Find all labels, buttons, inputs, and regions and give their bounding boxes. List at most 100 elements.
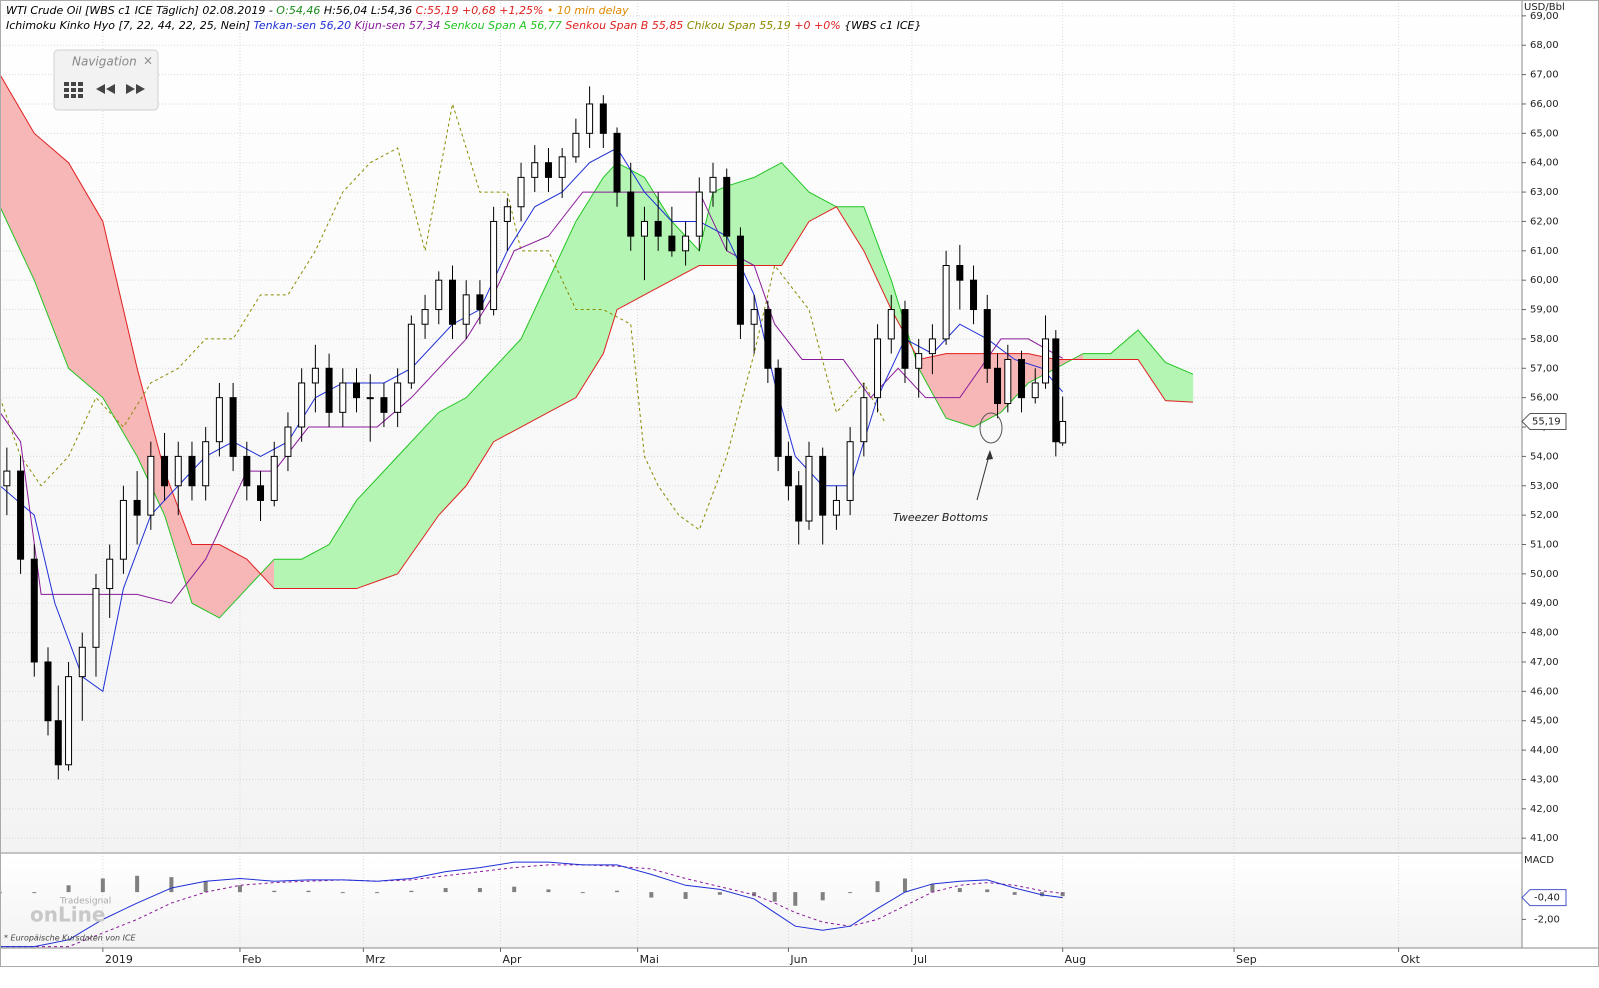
macd-histogram-bar: [772, 892, 777, 902]
navigation-widget: Navigation ×: [53, 49, 159, 111]
candle-body: [339, 382, 347, 413]
y-tick-label: 49,00: [1530, 598, 1559, 609]
x-tick-label: Apr: [502, 953, 522, 966]
layers: Tweezer Bottoms: [0, 0, 1522, 948]
candle-body: [476, 294, 484, 311]
nav-grid-button[interactable]: [64, 82, 83, 98]
plot-background: [0, 0, 1522, 852]
candle-body: [147, 455, 155, 516]
y-tick-label: 52,00: [1530, 510, 1559, 521]
y-tick-label: 59,00: [1530, 305, 1559, 316]
macd-histogram-bar: [443, 888, 448, 893]
macd-last-marker: [1521, 889, 1567, 907]
candle-body: [161, 455, 169, 487]
header-part: • 10 min delay: [547, 4, 629, 17]
macd-histogram-bar: [1040, 892, 1045, 897]
macd-histogram-bar: [340, 892, 345, 894]
header-part: C:55,19 +0,68 +1,25%: [416, 4, 547, 17]
annotation-arrow: [976, 451, 991, 501]
candle-body: [435, 279, 443, 311]
candle-body: [284, 426, 292, 457]
candle-body: [503, 206, 511, 222]
header-part: Chikou Span 55,19: [687, 19, 794, 32]
candle-body: [901, 309, 909, 369]
candle-body: [17, 470, 25, 560]
nav-close[interactable]: ×: [143, 54, 153, 68]
last-price-label: 55,19: [1532, 416, 1561, 427]
candle-body: [1018, 358, 1026, 399]
candle-body: [695, 191, 703, 237]
header-part: Senkou Span B 55,85: [565, 19, 687, 32]
x-tick-label: 2019: [105, 953, 133, 966]
y-tick-label: 61,00: [1530, 246, 1559, 257]
candle-body: [407, 323, 415, 384]
x-tick-label: Feb: [242, 953, 261, 966]
candle-body: [366, 397, 374, 400]
candle-body: [983, 309, 991, 369]
macd-histogram-bar: [169, 877, 174, 893]
watermark: onLine: [30, 903, 105, 927]
candle-body: [668, 235, 676, 252]
macd-histogram-bar: [717, 892, 722, 895]
y-tick-label: 62,00: [1530, 216, 1559, 227]
candle-body: [30, 558, 38, 663]
cloud-fill: [273, 558, 302, 589]
y-tick-label: 53,00: [1530, 481, 1559, 492]
y-tick-label: 58,00: [1530, 334, 1559, 345]
y-tick-label: 68,00: [1530, 40, 1559, 51]
candle-body: [709, 176, 717, 193]
candle-body: [490, 220, 498, 311]
x-tick-label: Jul: [913, 953, 927, 966]
candle-body: [874, 338, 882, 399]
y-tick-label: 44,00: [1530, 745, 1559, 756]
candle-body: [613, 132, 621, 193]
y-tick-label: 42,00: [1530, 804, 1559, 815]
x-tick-label: Jun: [789, 953, 807, 966]
x-tick-label: Mai: [640, 953, 659, 966]
macd-histogram-bar: [306, 890, 311, 893]
macd-histogram-bar: [237, 885, 242, 893]
macd-histogram-bar: [66, 885, 71, 893]
candle-body: [887, 309, 895, 340]
macd-histogram-bar: [546, 889, 551, 893]
y-tick-label: 64,00: [1530, 158, 1559, 169]
macd-histogram-bar: [957, 888, 962, 893]
candle-body: [819, 455, 827, 516]
macd-histogram-bar: [477, 888, 482, 893]
candle-body: [394, 382, 402, 413]
candle-body: [1052, 338, 1060, 443]
candle-body: [353, 382, 361, 399]
header-line1: WTI Crude Oil [WBS c1 ICE Täglich] 02.08…: [6, 4, 629, 17]
candle-body: [942, 264, 950, 340]
indicator-line: [0, 191, 1063, 604]
candle-body: [54, 720, 62, 766]
y-tick-label: 67,00: [1530, 70, 1559, 81]
y-tick-label: 50,00: [1530, 569, 1559, 580]
candle-body: [586, 103, 594, 134]
candle-body: [229, 397, 237, 457]
y-tick-label: 45,00: [1530, 716, 1559, 727]
candle-body: [106, 558, 114, 590]
y-tick-label: 63,00: [1530, 187, 1559, 198]
y-tick-label: 47,00: [1530, 657, 1559, 668]
macd-histogram-bar: [793, 892, 798, 906]
macd-histogram-bar: [135, 875, 140, 893]
candle-body: [257, 485, 265, 501]
nav-back-button[interactable]: [96, 84, 115, 94]
macd-last-label: -0,40: [1534, 893, 1560, 904]
annotation-circle: [979, 412, 1003, 444]
candle-body: [92, 588, 100, 648]
macd-histogram-bar: [272, 890, 277, 893]
macd-histogram-bar: [875, 881, 880, 893]
senkou-span-b: [0, 74, 1193, 590]
y-tick-label: 48,00: [1530, 628, 1559, 639]
candle-body: [1042, 338, 1050, 384]
cloud-fill: [945, 353, 974, 428]
y-tick-label: 46,00: [1530, 686, 1559, 697]
annotation-arrowhead: [986, 450, 993, 460]
macd-background: [0, 856, 1522, 948]
candle-body: [448, 279, 456, 325]
header-part: +0 +0%: [794, 19, 844, 32]
nav-forward-button[interactable]: [126, 84, 145, 94]
